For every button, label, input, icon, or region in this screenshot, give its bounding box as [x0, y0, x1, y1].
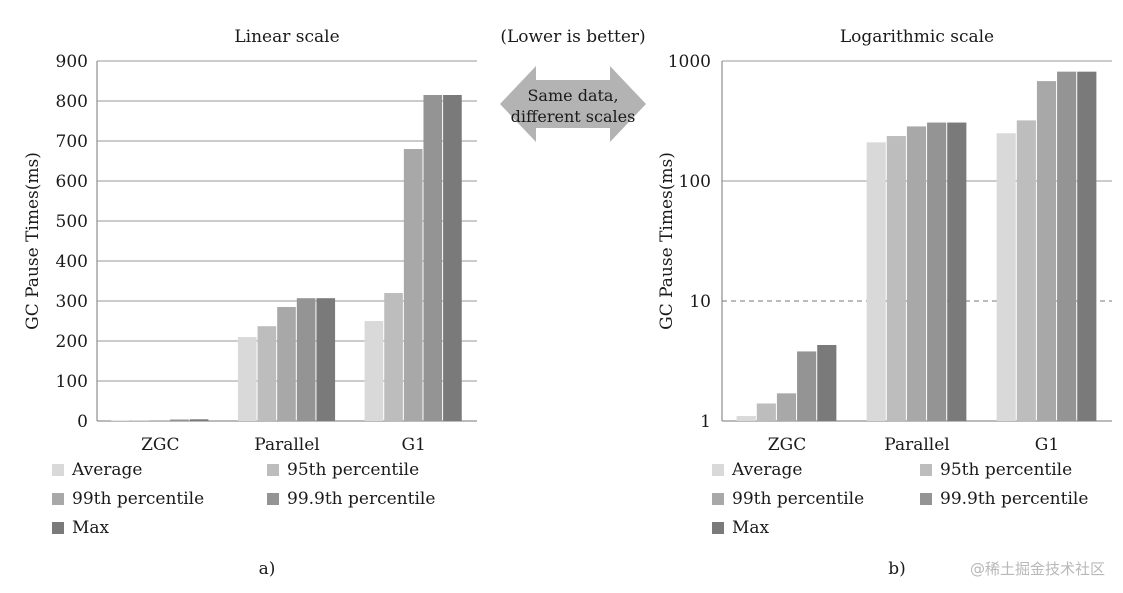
bar [886, 136, 906, 421]
y-tick-label: 1000 [668, 52, 711, 72]
y-tick-label: 900 [56, 52, 88, 72]
bar [384, 293, 403, 421]
y-tick-label: 10 [689, 292, 711, 312]
bar [150, 420, 170, 421]
chart-title: Linear scale [234, 27, 339, 47]
bar [277, 307, 296, 421]
arrow-label-line1: Same data, [527, 86, 618, 105]
legend-swatch [920, 493, 932, 505]
x-tick-label: ZGC [768, 435, 806, 455]
chart-title: Logarithmic scale [840, 27, 994, 47]
bar [443, 95, 462, 421]
bar [237, 337, 257, 421]
bar [189, 419, 209, 421]
bar [1077, 71, 1097, 422]
legend-swatch [52, 522, 64, 534]
legend-label: 99th percentile [732, 489, 864, 509]
legend-swatch [267, 464, 279, 476]
y-tick-label: 400 [56, 252, 88, 272]
y-tick-label: 100 [56, 372, 88, 392]
y-axis-label: GC Pause Times(ms) [657, 152, 677, 330]
y-axis-label: GC Pause Times(ms) [23, 152, 43, 330]
bar [996, 133, 1016, 421]
double-arrow-icon [500, 66, 646, 142]
watermark: @稀土掘金技术社区 [969, 560, 1105, 578]
bar [130, 420, 150, 421]
bar [170, 419, 189, 421]
legend-label: Max [72, 518, 110, 538]
panel-label: b) [888, 559, 906, 579]
bar [423, 95, 443, 421]
legend-label: Average [731, 460, 802, 480]
center-annotation: (Lower is better) Same data, different s… [500, 27, 646, 142]
x-tick-label: ZGC [141, 435, 179, 455]
bar [776, 393, 797, 421]
legend-label: 95th percentile [940, 460, 1072, 480]
y-tick-label: 600 [56, 172, 88, 192]
bar [817, 344, 837, 421]
bar [736, 416, 756, 421]
legend-swatch [712, 493, 724, 505]
legend-swatch [52, 464, 64, 476]
legend-label: Average [71, 460, 142, 480]
legend-label: 99.9th percentile [940, 489, 1088, 509]
legend-swatch [267, 493, 279, 505]
lower-is-better-note: (Lower is better) [500, 27, 645, 47]
log-chart-panel: Logarithmic scale 1 10 100 1000 GC Pause Time… [657, 27, 1112, 579]
bar [316, 298, 336, 421]
bar [866, 142, 886, 421]
legend-swatch [712, 464, 724, 476]
y-tick-label: 500 [56, 212, 88, 232]
x-tick-label: Parallel [254, 435, 319, 455]
bar [1016, 120, 1036, 421]
bar [403, 149, 423, 421]
linear-chart-panel: Linear scale 0 100 200 300 400 500 600 700 800 900… [23, 27, 477, 579]
arrow-label-line2: different scales [511, 107, 636, 126]
legend-label: 99.9th percentile [287, 489, 435, 509]
x-tick-label: Parallel [884, 435, 949, 455]
legend-label: 99th percentile [72, 489, 204, 509]
bar [364, 321, 384, 421]
bar [906, 126, 927, 422]
x-tick-label: G1 [1035, 435, 1059, 455]
y-tick-label: 100 [679, 172, 711, 192]
legend-swatch [712, 522, 724, 534]
panel-label: a) [259, 559, 276, 579]
y-tick-label: 300 [56, 292, 88, 312]
bar [927, 122, 947, 421]
bar [947, 122, 967, 421]
bar [756, 403, 776, 421]
bar [1057, 71, 1077, 422]
bar [296, 298, 316, 421]
y-tick-label: 200 [56, 332, 88, 352]
legend-swatch [52, 493, 64, 505]
x-tick-label: G1 [401, 435, 425, 455]
bar [1036, 81, 1057, 421]
y-tick-label: 0 [77, 412, 88, 432]
bar [797, 351, 817, 421]
legend-label: Max [732, 518, 770, 538]
legend-swatch [920, 464, 932, 476]
bar [257, 326, 277, 421]
y-tick-label: 1 [700, 412, 711, 432]
y-tick-label: 800 [56, 92, 88, 112]
legend-label: 95th percentile [287, 460, 419, 480]
y-tick-label: 700 [56, 132, 88, 152]
